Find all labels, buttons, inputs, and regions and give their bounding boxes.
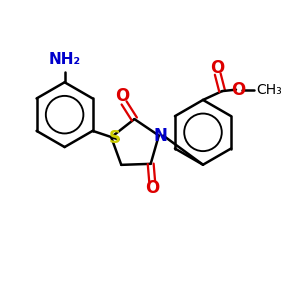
- Text: NH₂: NH₂: [49, 52, 81, 67]
- Text: CH₃: CH₃: [256, 82, 282, 97]
- Text: N: N: [153, 127, 167, 145]
- Text: O: O: [116, 87, 130, 105]
- Text: O: O: [145, 179, 159, 197]
- Text: O: O: [210, 58, 224, 76]
- Text: S: S: [109, 129, 121, 147]
- Text: O: O: [231, 81, 245, 99]
